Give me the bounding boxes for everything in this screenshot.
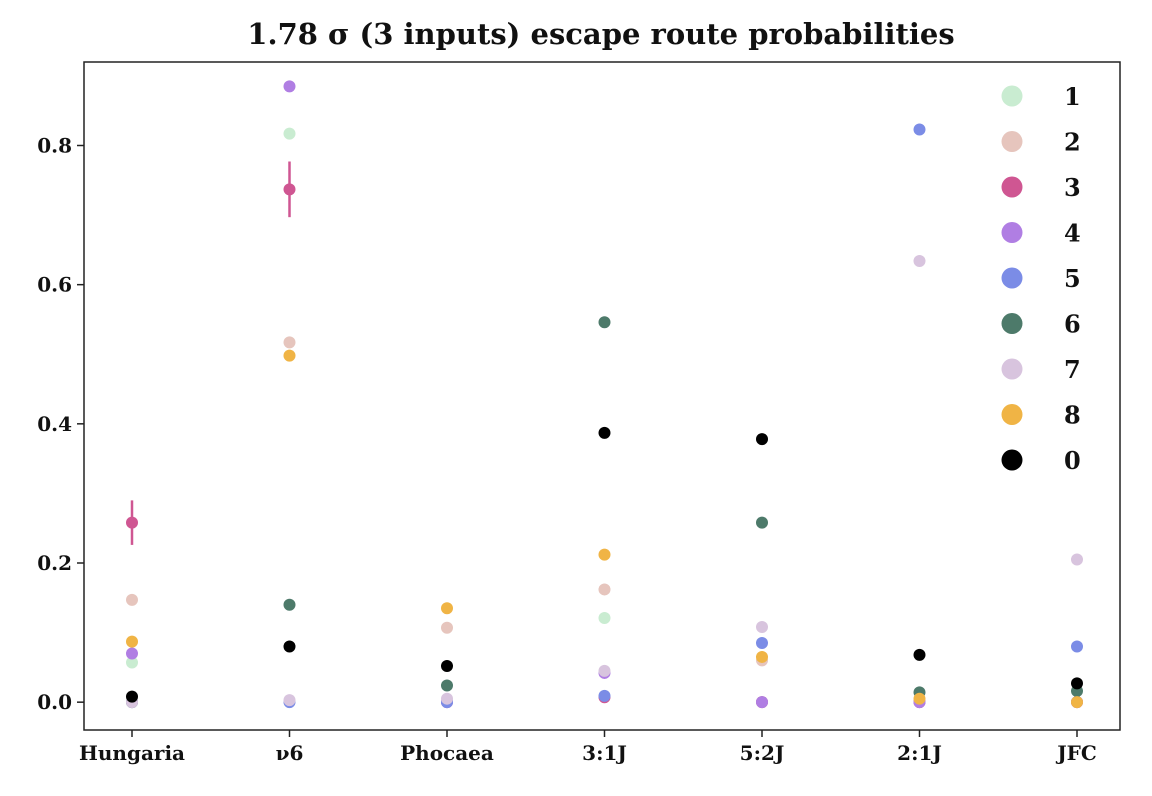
legend-marker-4 <box>1001 222 1023 243</box>
data-point-series-4 <box>126 647 138 660</box>
legend-label-6: 6 <box>1064 310 1081 339</box>
y-tick-label: 0.4 <box>37 412 72 436</box>
legend-marker-2 <box>1001 131 1023 152</box>
data-point-series-4 <box>756 696 768 709</box>
data-point-series-8 <box>283 349 296 362</box>
data-points <box>126 80 1083 709</box>
x-tick-label: Hungaria <box>79 741 185 765</box>
data-point-series-6 <box>441 679 453 692</box>
data-point-series-2 <box>283 336 296 349</box>
legend-marker-5 <box>1001 267 1023 289</box>
data-point-series-0 <box>1071 677 1083 690</box>
legend-label-2: 2 <box>1064 128 1081 157</box>
data-point-series-8 <box>126 635 138 648</box>
legend-label-7: 7 <box>1064 355 1081 384</box>
x-axis: Hungaria ν6 Phocaea 3:1J 5:2J 2:1J JFC <box>79 730 1097 765</box>
legend-label-5: 5 <box>1064 264 1081 293</box>
data-point-series-0 <box>756 433 768 446</box>
y-axis: 0.0 0.2 0.4 0.6 0.8 <box>37 134 84 714</box>
y-tick-label: 0.2 <box>37 551 72 575</box>
y-tick-label: 0.6 <box>37 273 72 297</box>
data-point-series-7 <box>441 692 453 705</box>
x-tick-label: JFC <box>1055 741 1097 765</box>
chart-title: 1.78 σ (3 inputs) escape route probabili… <box>247 17 954 51</box>
data-point-series-0 <box>126 690 138 703</box>
data-point-series-2 <box>598 583 611 596</box>
data-point-series-7 <box>1071 553 1083 566</box>
data-point-series-0 <box>283 640 296 653</box>
data-point-series-0 <box>913 648 926 661</box>
data-point-series-1 <box>598 611 611 624</box>
data-point-series-5 <box>598 689 611 702</box>
y-tick-label: 0.0 <box>37 690 72 714</box>
y-tick-label: 0.8 <box>37 134 72 158</box>
data-point-series-7 <box>283 694 296 707</box>
data-point-series-6 <box>598 316 611 329</box>
legend-marker-3 <box>1001 176 1023 198</box>
data-point-series-2 <box>126 593 138 606</box>
plot-frame <box>83 61 1121 731</box>
legend-marker-7 <box>1001 358 1023 380</box>
data-point-series-5 <box>756 637 768 650</box>
x-tick-label: 2:1J <box>897 741 942 765</box>
data-point-series-6 <box>283 598 296 611</box>
data-point-series-1 <box>283 127 296 140</box>
data-point-series-8 <box>756 650 768 663</box>
legend-marker-6 <box>1001 313 1023 334</box>
data-point-series-7 <box>913 255 926 268</box>
legend-label-8: 8 <box>1064 401 1081 430</box>
data-point-series-8 <box>1071 696 1083 709</box>
data-point-series-0 <box>441 659 453 672</box>
data-point-series-5 <box>913 123 926 136</box>
legend-label-4: 4 <box>1064 219 1081 248</box>
data-point-series-8 <box>913 692 926 705</box>
data-point-series-4 <box>283 80 296 93</box>
data-point-series-1 <box>126 656 138 669</box>
legend-label-1: 1 <box>1064 82 1081 111</box>
x-tick-label: 5:2J <box>740 741 785 765</box>
x-tick-label: Phocaea <box>400 741 494 765</box>
data-point-series-0 <box>598 426 611 439</box>
legend-marker-8 <box>1001 404 1023 425</box>
legend-marker-1 <box>1001 85 1023 107</box>
data-point-series-7 <box>756 621 768 634</box>
x-tick-label: ν6 <box>276 741 304 765</box>
data-point-series-6 <box>756 516 768 529</box>
x-tick-label: 3:1J <box>582 741 627 765</box>
legend: 1 2 3 4 5 6 7 8 0 <box>1001 82 1081 475</box>
data-point-series-8 <box>441 602 453 615</box>
data-point-series-2 <box>441 621 453 634</box>
legend-marker-0 <box>1001 449 1023 471</box>
data-point-series-8 <box>598 548 611 561</box>
legend-label-3: 3 <box>1064 173 1081 202</box>
data-point-series-5 <box>1071 640 1083 653</box>
data-point-series-7 <box>598 664 611 677</box>
legend-label-0: 0 <box>1064 446 1081 475</box>
data-point-series-3 <box>283 183 296 196</box>
data-point-series-3 <box>126 516 138 529</box>
